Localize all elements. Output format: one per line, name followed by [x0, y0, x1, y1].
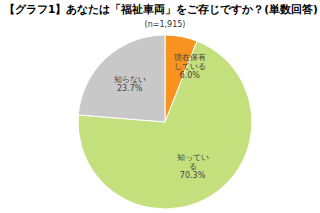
subtitle: (n=1,915)	[145, 20, 186, 29]
title: 【グラフ1】あなたは「福祉車両」をご存じですか？(単数回答)	[4, 3, 318, 16]
data-labels: 現在保有している6.0% 知っている70.3% 知らない23.7%	[114, 53, 209, 181]
slices	[78, 35, 252, 209]
category-label: 知っている	[177, 153, 209, 171]
slice	[78, 35, 165, 122]
category-label: 現在保有している	[174, 53, 206, 71]
value-label: 23.7%	[117, 84, 143, 93]
chart: 【グラフ1】あなたは「福祉車両」をご存じですか？(単数回答) (n=1,915) 現…	[0, 0, 320, 213]
value-label: 6.0%	[180, 71, 201, 80]
category-label: 知らない	[114, 75, 146, 84]
value-label: 70.3%	[180, 171, 206, 180]
